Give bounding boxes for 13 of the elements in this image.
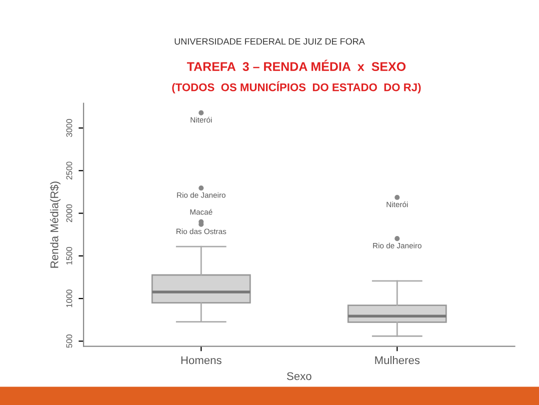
- y-tick-label: 2500: [66, 162, 72, 180]
- chart-title: TAREFA 3 – RENDA MÉDIA x SEXO: [186, 60, 406, 72]
- y-tick-label: 2000: [66, 204, 72, 222]
- text: UNIVERSIDADE FEDERAL DE JUIZ DE FORA: [174, 38, 365, 45]
- y-tick-label: 1000: [66, 290, 72, 308]
- y-axis-title: Renda Média(R$): [50, 182, 60, 268]
- x-tick-label: Homens: [181, 356, 222, 364]
- chart-subtitle: (TODOS OS MUNICÍPIOS DO ESTADO DO RJ): [172, 81, 421, 94]
- y-tick-label: 1500: [66, 246, 72, 265]
- y-tick-label: 3000: [66, 119, 72, 137]
- x-axis-title: Sexo: [286, 372, 312, 380]
- x-tick-label: Mulheres: [375, 356, 420, 364]
- y-tick-label: 500: [66, 334, 72, 348]
